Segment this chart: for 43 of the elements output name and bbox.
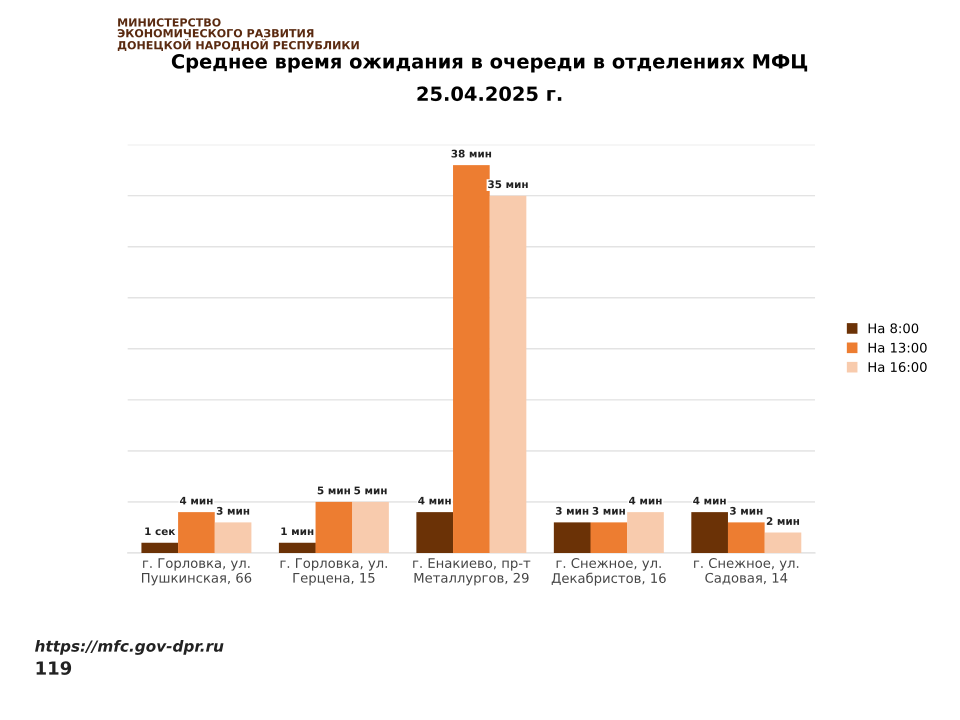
x-tick-label: г. Горловка, ул. Герцена, 15: [280, 558, 387, 586]
bar: [590, 522, 628, 553]
data-label: 4 мин: [693, 496, 726, 504]
x-tick-label: г. Снежное, ул. Декабристов, 16: [552, 558, 666, 586]
data-label: 5 мин: [354, 486, 387, 494]
bar: [352, 502, 389, 553]
bar: [691, 512, 728, 553]
bar: [490, 196, 526, 553]
text: https://mfc.gov-dpr.ru: [35, 640, 224, 655]
legend-label: На 13:00: [868, 342, 927, 353]
bar: [627, 512, 664, 553]
bar: [554, 522, 590, 553]
data-label: 3 мин: [216, 506, 250, 515]
data-label: 3 мин: [592, 506, 625, 515]
x-tick-label: г. Снежное, ул. Садовая, 14: [694, 558, 798, 584]
bar: [278, 542, 316, 553]
bar: [214, 522, 252, 553]
chart-title: Среднее время ожидания в очереди в отделениях МФЦ: [172, 54, 808, 72]
legend-label: На 16:00: [868, 362, 927, 372]
text: 119: [36, 661, 72, 675]
data-label: 5 мин: [318, 486, 350, 494]
data-label: 4 мин: [418, 496, 451, 504]
data-label: 35 мин: [488, 180, 528, 188]
x-tick-label: г. Енакиево, пр-т Металлургов, 29: [413, 558, 530, 586]
data-label: 1 мин: [281, 527, 314, 536]
data-label: 3 мин: [556, 506, 588, 515]
bar: [453, 165, 490, 553]
bar: [141, 542, 178, 553]
data-label: 38 мин: [451, 150, 492, 158]
data-label: 2 мин: [766, 517, 800, 525]
data-label: 4 мин: [629, 496, 662, 504]
bar: [416, 512, 454, 553]
text: МИНИСТЕРСТВО ЭКОНОМИЧЕСКОГО РАЗВИТИЯ ДОНЕЦКОЙ НАРОДНОЙ РЕСПУБЛИКИ: [118, 18, 359, 51]
bar: [728, 522, 765, 553]
data-label: 4 мин: [180, 496, 212, 504]
bar: [316, 502, 352, 553]
bar: [764, 532, 802, 553]
data-label: 1 сек: [145, 527, 176, 536]
data-label: 3 мин: [730, 506, 762, 515]
legend-label: На 8:00: [868, 323, 918, 334]
chart-subtitle: 25.04.2025 г.: [417, 86, 562, 102]
bar: [178, 512, 215, 553]
x-tick-label: г. Горловка, ул. Пушкинская, 66: [142, 558, 252, 586]
